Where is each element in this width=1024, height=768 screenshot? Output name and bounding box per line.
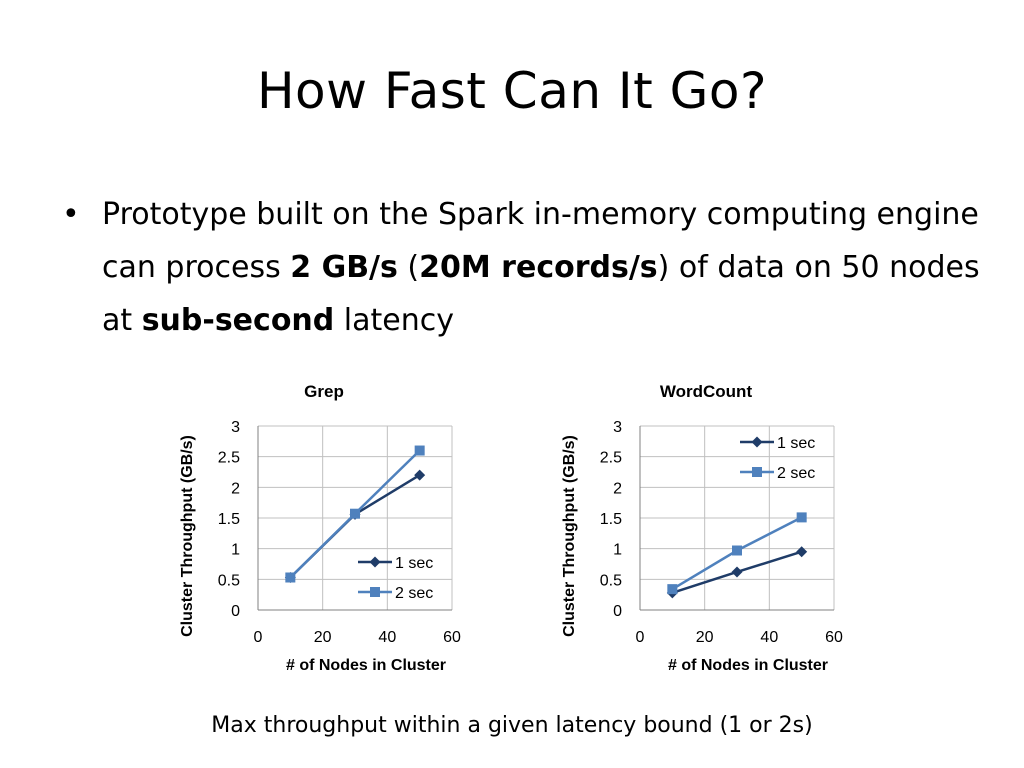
bullet-dot-icon: •	[62, 197, 80, 232]
y-tick-label: 1.5	[218, 511, 240, 528]
legend-marker	[369, 556, 381, 568]
legend-label: 2 sec	[395, 585, 433, 602]
y-tick-label: 0	[231, 603, 240, 620]
data-point	[732, 545, 742, 556]
x-tick-label: 60	[443, 629, 461, 646]
bullet-text-part: Prototype built on the Spark in-memory c…	[102, 197, 979, 285]
legend-marker	[752, 467, 762, 477]
data-point	[414, 469, 426, 481]
legend-label: 1 sec	[777, 435, 815, 452]
y-tick-label: 3	[231, 419, 240, 436]
data-point	[731, 566, 743, 578]
bullet-bold-latency: sub-second	[141, 303, 335, 338]
y-tick-label: 0.5	[600, 572, 622, 589]
bullet-text-part: ) of data on 50 nodes at	[102, 250, 980, 338]
chart-title: WordCount	[660, 382, 753, 401]
data-point	[796, 512, 807, 523]
data-point	[350, 508, 360, 519]
bullet-text-part: (	[397, 250, 420, 285]
y-tick-label: 0.5	[218, 572, 240, 589]
x-tick-label: 20	[696, 629, 714, 646]
slide-title: How Fast Can It Go?	[256, 62, 768, 120]
legend-marker	[751, 436, 763, 448]
y-tick-label: 1	[613, 542, 622, 559]
x-tick-label: 0	[254, 629, 263, 646]
chart-title: Grep	[304, 382, 344, 401]
bullet-text: Prototype built on the Spark in-memory c…	[102, 188, 992, 347]
y-tick-label: 2	[613, 480, 622, 497]
data-point	[796, 546, 808, 558]
bullet-bold-throughput: 2 GB/s	[290, 250, 398, 285]
bullet-text-part: latency	[334, 303, 455, 338]
y-axis-label: Cluster Throughput (GB/s)	[179, 435, 196, 637]
legend-label: 1 sec	[395, 555, 433, 572]
y-tick-label: 3	[613, 419, 622, 436]
data-point	[667, 584, 678, 595]
y-tick-label: 1.5	[600, 511, 622, 528]
wordcount-chart: WordCount 0 0.5 1 1.5 2 2.5 3 0 20 40 60 # of Nodes …	[561, 382, 843, 674]
y-tick-label: 2	[231, 480, 240, 497]
bullet-bold-records: 20M records/s	[419, 250, 658, 285]
legend-label: 2 sec	[777, 465, 815, 482]
x-axis-label: # of Nodes in Cluster	[286, 657, 446, 674]
x-tick-label: 60	[825, 629, 843, 646]
data-point	[285, 572, 296, 583]
y-tick-label: 2.5	[600, 450, 622, 467]
x-tick-label: 20	[314, 629, 332, 646]
slide-caption: Max throughput within a given latency bo…	[211, 713, 813, 738]
x-tick-label: 40	[378, 629, 396, 646]
bullet-point: • Prototype built on the Spark in-memory…	[62, 188, 992, 347]
y-tick-label: 1	[231, 542, 240, 559]
data-point	[414, 445, 425, 456]
grep-chart: Grep 0 0.5 1 1.5 2 2.5 3 0 20 40 60 # of Nodes in Cl…	[179, 382, 461, 674]
x-tick-label: 0	[636, 629, 645, 646]
x-tick-label: 40	[760, 629, 778, 646]
legend-marker	[370, 587, 380, 597]
y-tick-label: 2.5	[218, 450, 240, 467]
y-axis-label: Cluster Throughput (GB/s)	[561, 435, 578, 637]
y-tick-label: 0	[613, 603, 622, 620]
x-axis-label: # of Nodes in Cluster	[668, 657, 828, 674]
